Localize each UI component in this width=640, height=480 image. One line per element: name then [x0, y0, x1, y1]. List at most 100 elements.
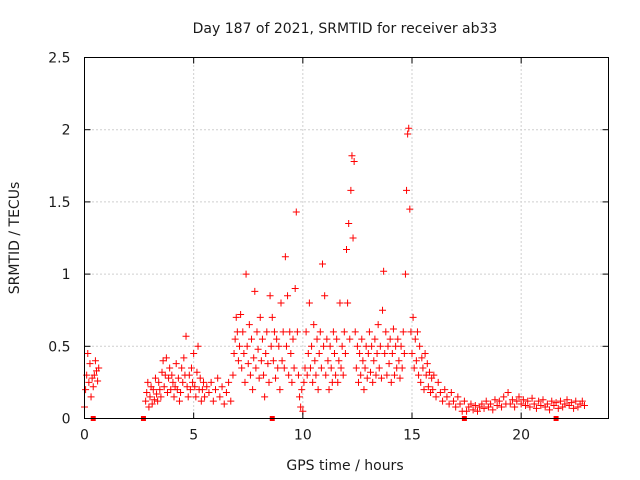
- data-point: [302, 328, 310, 336]
- data-point: [169, 378, 177, 386]
- data-point: [159, 357, 167, 365]
- data-point: [300, 378, 308, 386]
- y-tick-label: 2: [62, 123, 71, 139]
- data-point: [236, 342, 244, 350]
- data-point: [198, 386, 206, 394]
- data-point: [556, 397, 564, 405]
- data-point: [578, 397, 586, 405]
- data-point: [429, 386, 437, 394]
- data-point: [214, 374, 222, 382]
- data-point: [184, 393, 192, 401]
- data-point: [291, 285, 299, 293]
- data-point: [87, 393, 95, 401]
- data-point: [286, 328, 294, 336]
- y-tick-label: 2.5: [48, 51, 70, 67]
- data-point: [85, 378, 93, 386]
- data-point: [290, 364, 298, 372]
- data-point: [567, 399, 575, 407]
- data-point: [270, 328, 278, 336]
- data-point: [177, 389, 185, 397]
- data-point: [412, 357, 420, 365]
- data-point: [456, 400, 464, 408]
- data-point: [469, 406, 477, 414]
- data-point: [386, 335, 394, 343]
- data-point: [430, 371, 438, 379]
- data-point: [530, 400, 538, 408]
- data-point: [420, 386, 428, 394]
- data-point: [249, 386, 257, 394]
- data-point: [91, 357, 99, 365]
- data-point: [190, 350, 198, 358]
- data-point: [352, 364, 360, 372]
- data-point: [379, 306, 387, 314]
- data-point: [482, 397, 490, 405]
- data-point: [537, 402, 545, 410]
- data-point: [194, 342, 202, 350]
- data-point: [513, 397, 521, 405]
- data-point: [289, 335, 297, 343]
- data-point: [343, 246, 350, 254]
- data-point: [345, 220, 353, 228]
- data-point: [157, 393, 165, 401]
- data-point: [280, 364, 288, 372]
- data-point: [308, 342, 316, 350]
- data-point: [423, 360, 431, 368]
- data-point: [532, 404, 540, 412]
- data-point: [387, 378, 395, 386]
- data-point: [388, 350, 396, 358]
- data-point: [360, 386, 368, 394]
- data-point: [355, 378, 363, 386]
- data-point: [467, 400, 475, 408]
- data-point: [170, 393, 178, 401]
- data-point: [248, 335, 256, 343]
- data-point: [275, 342, 283, 350]
- data-point: [539, 396, 547, 404]
- data-point: [148, 400, 156, 408]
- data-point: [288, 378, 296, 386]
- data-point: [535, 397, 543, 405]
- data-point: [323, 335, 331, 343]
- data-point: [367, 368, 375, 376]
- data-point: [500, 393, 508, 401]
- data-point: [175, 397, 183, 405]
- data-point: [82, 386, 90, 394]
- data-point: [563, 396, 571, 404]
- data-point: [526, 403, 534, 411]
- data-point: [244, 360, 252, 368]
- data-point: [145, 403, 153, 411]
- y-tick-label: 0.5: [48, 339, 70, 355]
- data-point: [264, 360, 272, 368]
- data-point: [546, 406, 554, 414]
- data-point: [377, 374, 385, 382]
- data-point: [310, 321, 318, 329]
- data-point: [572, 397, 580, 405]
- data-point: [325, 386, 333, 394]
- data-point: [434, 378, 442, 386]
- data-point: [225, 378, 233, 386]
- data-point: [163, 389, 171, 397]
- data-point: [375, 364, 383, 372]
- data-point: [89, 383, 97, 391]
- data-point: [334, 378, 342, 386]
- data-point: [395, 357, 403, 365]
- data-point: [471, 402, 479, 410]
- data-point: [357, 371, 365, 379]
- data-point: [554, 404, 562, 412]
- data-point: [341, 350, 349, 358]
- data-point: [424, 383, 432, 391]
- data-point: [317, 364, 325, 372]
- data-point: [330, 350, 338, 358]
- data-point: [231, 335, 239, 343]
- data-point: [380, 267, 388, 275]
- data-point: [415, 371, 423, 379]
- data-point: [478, 400, 486, 408]
- data-point: [407, 328, 415, 336]
- data-point: [218, 383, 226, 391]
- data-point: [376, 342, 384, 350]
- data-point: [269, 357, 277, 365]
- data-point: [274, 364, 282, 372]
- data-point: [361, 364, 369, 372]
- data-point: [454, 393, 462, 401]
- y-axis-label: SRMTID / TECUs: [7, 182, 23, 295]
- data-point: [257, 357, 265, 365]
